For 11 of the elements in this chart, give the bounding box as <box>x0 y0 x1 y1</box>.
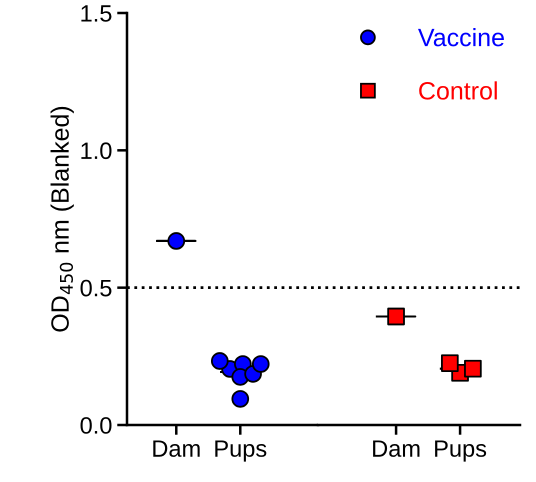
legend-label: Vaccine <box>418 28 504 46</box>
x-tick-label: Pups <box>215 440 266 462</box>
y-tick-label: 0.0 <box>80 417 112 434</box>
x-tick-label: Dam <box>153 440 200 457</box>
y-axis-title: OD$_{450}$ nm (Blanked) <box>50 106 74 332</box>
text: Control <box>419 81 497 100</box>
y-tick-label: 1.0 <box>81 142 112 160</box>
x-tick-label: Pups <box>435 440 486 462</box>
y-tick-label: 1.5 <box>81 5 112 22</box>
x-tick-label: Dam <box>373 440 420 457</box>
y-tick-label: 0.5 <box>80 280 112 296</box>
